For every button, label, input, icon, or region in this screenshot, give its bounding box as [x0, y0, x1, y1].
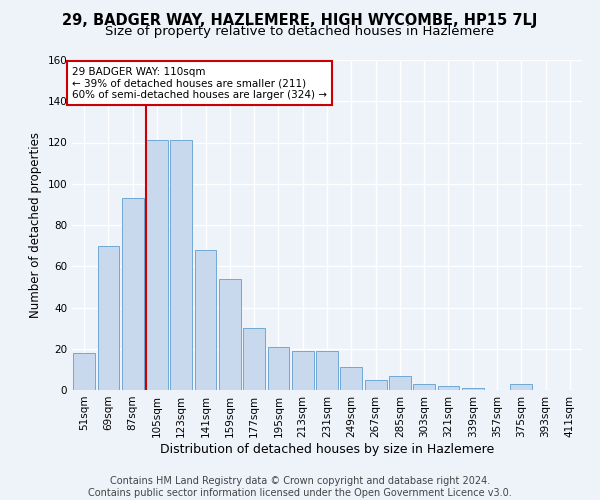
Bar: [146, 140, 168, 390]
X-axis label: Distribution of detached houses by size in Hazlemere: Distribution of detached houses by size …: [160, 442, 494, 456]
Bar: [194, 250, 217, 390]
Bar: [292, 351, 314, 390]
Bar: [413, 384, 435, 390]
Bar: [73, 353, 95, 390]
Bar: [170, 140, 192, 390]
Text: Contains HM Land Registry data © Crown copyright and database right 2024.
Contai: Contains HM Land Registry data © Crown c…: [88, 476, 512, 498]
Bar: [97, 246, 119, 390]
Bar: [340, 368, 362, 390]
Bar: [122, 198, 143, 390]
Bar: [316, 351, 338, 390]
Text: Size of property relative to detached houses in Hazlemere: Size of property relative to detached ho…: [106, 25, 494, 38]
Bar: [511, 384, 532, 390]
Bar: [219, 278, 241, 390]
Bar: [268, 346, 289, 390]
Text: 29 BADGER WAY: 110sqm
← 39% of detached houses are smaller (211)
60% of semi-det: 29 BADGER WAY: 110sqm ← 39% of detached …: [72, 66, 327, 100]
Text: 29, BADGER WAY, HAZLEMERE, HIGH WYCOMBE, HP15 7LJ: 29, BADGER WAY, HAZLEMERE, HIGH WYCOMBE,…: [62, 12, 538, 28]
Y-axis label: Number of detached properties: Number of detached properties: [29, 132, 42, 318]
Bar: [243, 328, 265, 390]
Bar: [462, 388, 484, 390]
Bar: [389, 376, 411, 390]
Bar: [365, 380, 386, 390]
Bar: [437, 386, 460, 390]
